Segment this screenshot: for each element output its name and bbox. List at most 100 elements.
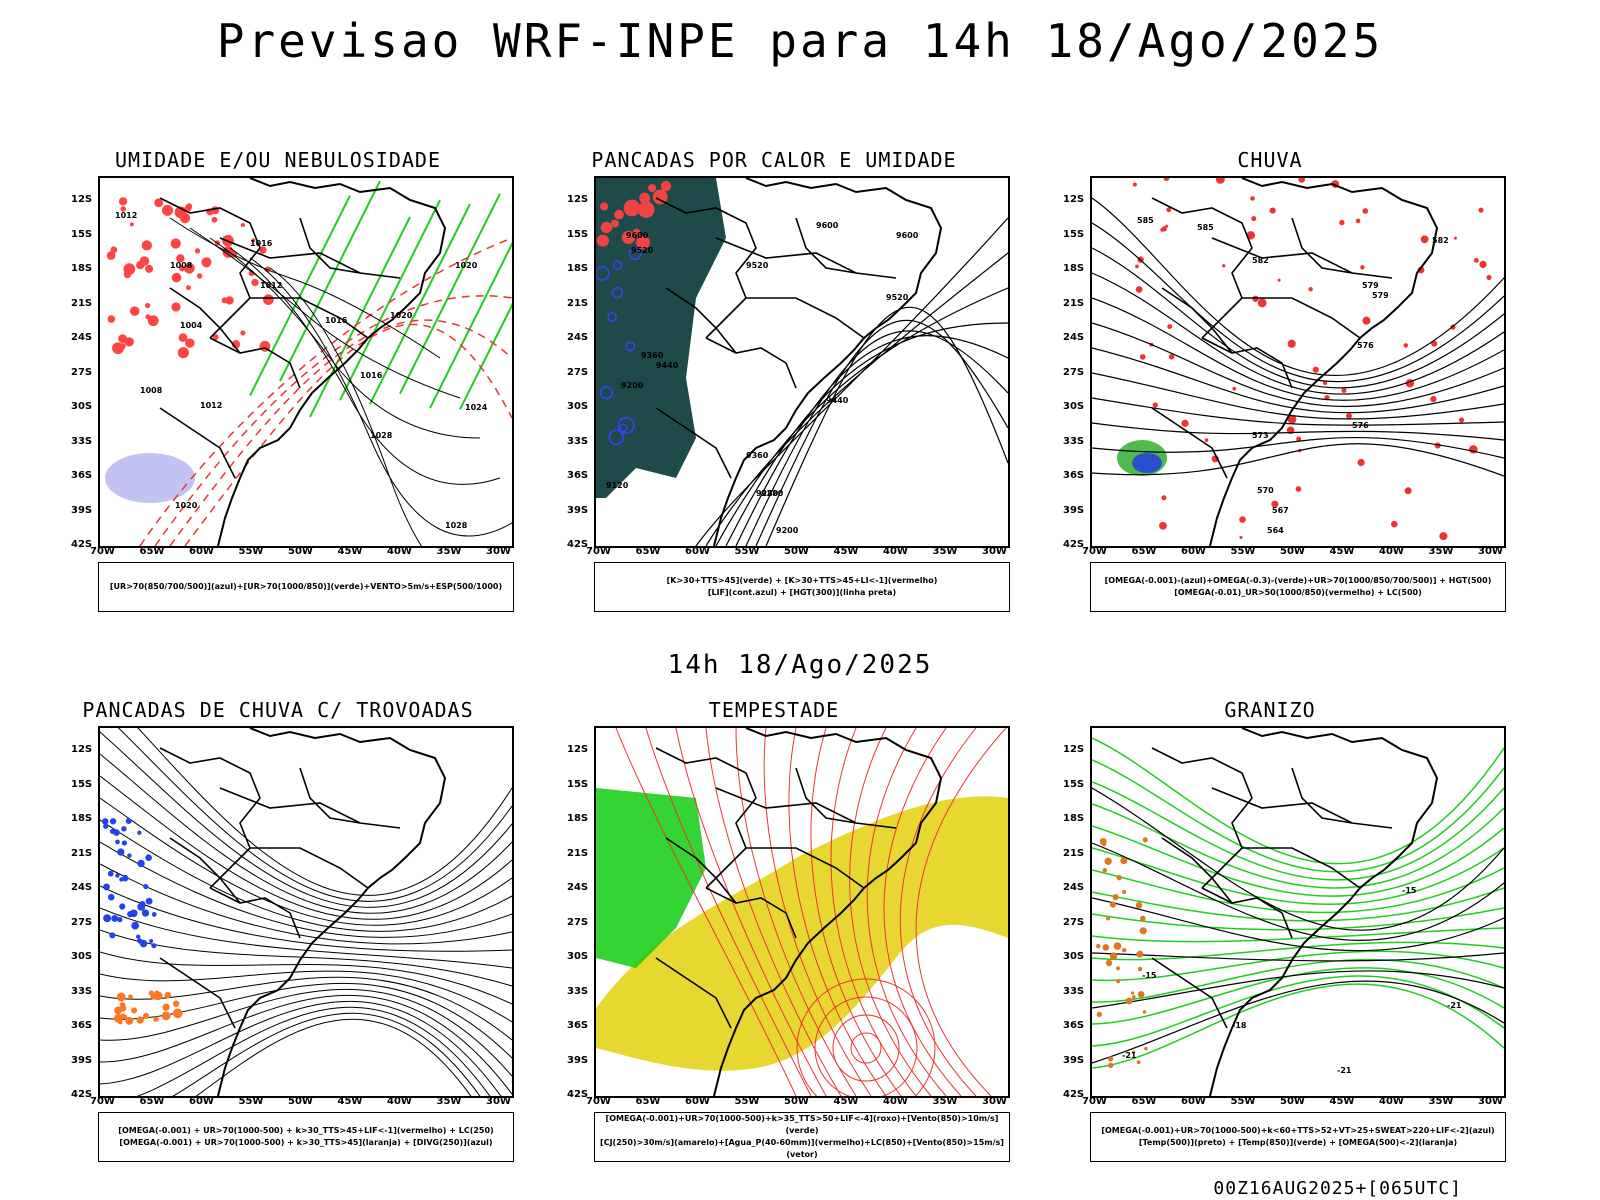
latitude-label: 39S (71, 504, 93, 516)
omega500-patch (1122, 947, 1127, 953)
omega500-patch (1113, 942, 1122, 950)
temp500-contour (1092, 897, 1504, 952)
run-timestamp: 00Z16AUG2025+[065UTC] (1213, 1178, 1462, 1199)
panel-granizo: GRANIZO -15 -21 -18 -21 -21 -15 12S 15S 18S 21S 24S… (1035, 698, 1506, 1170)
omega500-patch (1130, 991, 1135, 995)
latitude-label: 18S (1063, 813, 1085, 824)
rain-patch (1239, 516, 1246, 523)
streamline (645, 728, 812, 1096)
instability-patch (596, 234, 610, 247)
vortex-line (832, 1014, 900, 1082)
rain-patch (1322, 380, 1328, 386)
omega500-patch (1102, 868, 1108, 873)
streamline (1092, 197, 1504, 376)
humidity-patch (119, 343, 126, 350)
rain-patch (1252, 295, 1259, 302)
omega500-patch (1115, 966, 1120, 971)
streamline (830, 728, 917, 1096)
forecast-map (98, 726, 514, 1098)
country-border (1161, 287, 1233, 354)
divergence-patch (125, 817, 132, 824)
country-border (746, 297, 865, 339)
country-border (655, 407, 732, 479)
rain-patch (1355, 218, 1361, 224)
humidity-patch (221, 297, 228, 304)
isobar (189, 227, 461, 399)
longitude-label: 35W (1428, 1096, 1454, 1107)
divergence-patch (151, 943, 157, 949)
contour-label: 9520 (746, 261, 769, 270)
humidity-patch (123, 270, 132, 279)
omega500-patch (1107, 1056, 1114, 1062)
omega500-patch (1122, 889, 1127, 895)
longitude-label: 45W (337, 1096, 363, 1107)
panel-umidade: UMIDADE E/OU NEBULOSIDADE 1012 1016 1008 101… (43, 148, 514, 620)
longitude-label: 55W (1230, 546, 1256, 557)
streamline (137, 728, 512, 896)
temp850-contour (1092, 803, 1504, 889)
instability-patch (621, 230, 636, 245)
longitude-label: 30W (1478, 1096, 1503, 1107)
divergence-patch (107, 870, 114, 877)
latitude-label: 21S (567, 847, 589, 859)
divergence-patch (101, 818, 109, 825)
jet-stream-area (596, 796, 1008, 1071)
omega500-patch (1136, 1060, 1141, 1065)
contour-label: 1028 (445, 521, 468, 530)
forecast-map: 585 585 582 579 576 573 570 567 564 582 579 576 (1090, 176, 1506, 548)
rain-patch (1239, 535, 1243, 540)
omega500-patch (1137, 966, 1143, 972)
longitude-label: 70W (90, 1096, 115, 1107)
omega500-patch (1142, 837, 1148, 843)
instability-patch (623, 199, 641, 217)
latitude-label: 30S (71, 951, 93, 962)
lif-contour (611, 286, 623, 299)
streamline (883, 728, 962, 1096)
latitude-label: 15S (1063, 778, 1085, 790)
legend-line-2: [OMEGA(-0.001) + UR>70(1000-500) + k>30_… (119, 1138, 493, 1147)
rain-patch (1479, 260, 1487, 269)
streamline (705, 728, 842, 1096)
temp850-contour (1092, 737, 1504, 865)
latitude-label: 27S (567, 366, 589, 378)
divergence-patch (145, 897, 153, 905)
longitude-label: 40W (1379, 1096, 1404, 1107)
divergence-patch (117, 848, 125, 856)
hgt-contour (755, 319, 1008, 546)
contour-label: -15 (1142, 971, 1157, 980)
contour-label: 576 (1352, 421, 1369, 430)
streamline (1092, 222, 1504, 383)
rain-patch (1167, 324, 1173, 329)
temp500-contour (1092, 842, 1504, 941)
instability-patch (660, 180, 672, 192)
country-border (1291, 217, 1353, 274)
rain-patch (1250, 196, 1255, 201)
latitude-label: 24S (71, 332, 93, 343)
rain-patch (1308, 286, 1313, 292)
latitude-label: 42S (71, 539, 93, 550)
longitude-label: 45W (337, 546, 363, 557)
vortex-line (814, 996, 918, 1096)
contour-label: 570 (1257, 486, 1274, 495)
divergence-patch (137, 902, 146, 911)
omega500-patch (1105, 959, 1113, 967)
humidity-patch (201, 257, 212, 268)
rain-patch (1312, 366, 1319, 373)
divergence-patch (131, 921, 140, 930)
panel-legend: [OMEGA(-0.001)+UR>70(1000-500)+k<60+TTS>… (1090, 1112, 1506, 1162)
streamline (117, 728, 512, 902)
humidity-patch (141, 240, 153, 251)
longitude-label: 40W (883, 546, 908, 557)
streamline (1092, 372, 1504, 420)
omega500-patch (1136, 950, 1144, 958)
rain-patch (1403, 343, 1409, 348)
contour-label: 1020 (455, 261, 478, 270)
forecast-time-label: 14h 18/Ago/2025 (667, 650, 933, 680)
contour-label: -18 (1232, 1021, 1247, 1030)
humidity-patch (170, 238, 181, 249)
omega500-patch (1137, 991, 1145, 998)
divergence-patch (103, 883, 110, 891)
rain-patch (1251, 216, 1257, 222)
humidity-contour (339, 199, 441, 401)
country-border (1151, 407, 1228, 479)
